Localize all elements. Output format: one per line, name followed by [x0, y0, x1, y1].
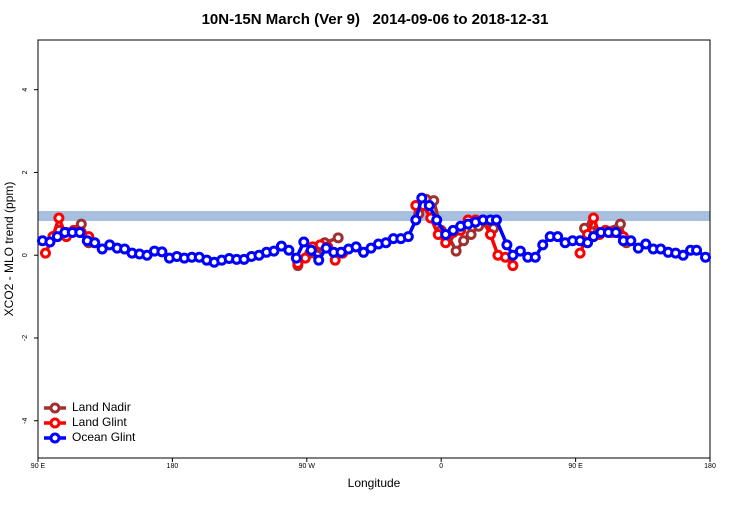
series-point	[156, 246, 168, 258]
series-point	[305, 244, 317, 256]
series-point	[700, 251, 712, 263]
x-tick-label: 0	[439, 463, 443, 470]
series-point	[89, 237, 101, 249]
series-point	[465, 229, 477, 241]
series-point	[588, 212, 600, 224]
legend-marker	[49, 417, 61, 429]
series-point	[450, 245, 462, 257]
series-point	[431, 214, 443, 226]
legend-label: Land Nadir	[72, 400, 131, 414]
series-point	[529, 251, 541, 263]
legend-marker	[49, 402, 61, 414]
series-point	[625, 235, 637, 247]
series-point	[610, 226, 622, 238]
series-point	[416, 192, 428, 204]
series-point	[677, 249, 689, 261]
x-axis-label: Longitude	[348, 476, 401, 490]
series-point	[552, 231, 564, 243]
series-point	[74, 226, 86, 238]
x-tick-label: 90 E	[31, 463, 46, 470]
y-axis-label: XCO2 - MLO trend (ppm)	[2, 182, 16, 317]
series-point	[574, 247, 586, 259]
series-point	[537, 239, 549, 251]
series-point	[484, 229, 496, 241]
series-point	[283, 244, 295, 256]
series-point	[332, 232, 344, 244]
legend-marker	[49, 432, 61, 444]
chart-title: 10N-15N March (Ver 9) 2014-09-06 to 2018…	[202, 11, 549, 28]
series-point	[691, 244, 703, 256]
reference-band	[38, 211, 710, 221]
series-point	[350, 241, 362, 253]
series-point	[298, 236, 310, 248]
series-point	[501, 239, 513, 251]
legend-label: Ocean Glint	[72, 430, 136, 444]
series-point	[53, 212, 65, 224]
legend-label: Land Glint	[72, 415, 127, 429]
series-point	[507, 260, 519, 272]
series-point	[490, 214, 502, 226]
y-tick-label: 2	[22, 170, 29, 174]
x-tick-label: 90 E	[568, 463, 583, 470]
x-tick-label: 180	[167, 463, 179, 470]
y-tick-label: -4	[22, 418, 29, 424]
series-point	[313, 254, 325, 266]
series-point	[290, 252, 302, 264]
series-point	[514, 245, 526, 257]
plot-frame	[37, 39, 711, 459]
series-point	[410, 214, 422, 226]
series-point	[640, 238, 652, 250]
series-point	[44, 236, 56, 248]
y-tick-label: -2	[22, 335, 29, 341]
series-point	[268, 245, 280, 257]
series-point	[458, 235, 470, 247]
series-point	[299, 252, 311, 264]
series-point	[402, 231, 414, 243]
y-tick-label: 0	[22, 253, 29, 257]
series-point	[39, 247, 51, 259]
y-tick-label: 4	[22, 88, 29, 92]
x-tick-label: 90 W	[299, 463, 316, 470]
series-point	[423, 200, 435, 212]
x-tick-label: 180	[704, 463, 716, 470]
series-point	[582, 237, 594, 249]
